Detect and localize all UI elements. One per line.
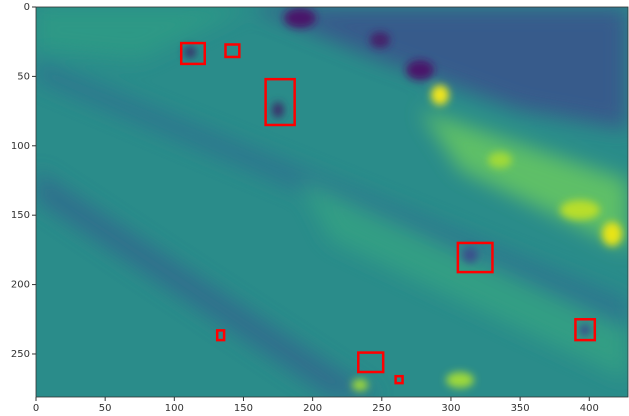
x-tick-label: 300 [441,403,460,414]
image [36,7,628,397]
x-tick-label: 150 [234,403,253,414]
x-tick-label: 400 [580,403,599,414]
y-tick-label: 150 [11,210,30,221]
x-tick-label: 350 [511,403,530,414]
x-tick-label: 200 [303,403,322,414]
y-tick-label: 50 [17,71,30,82]
x-tick-label: 0 [33,403,39,414]
x-tick-label: 250 [372,403,391,414]
x-tick-label: 100 [165,403,184,414]
x-tick-label: 50 [99,403,112,414]
chart: 0 50 100 150 200 250 300 350 400 0 50 100 150 200 250 [0,0,629,416]
y-tick-label: 250 [11,349,30,360]
y-tick-label: 200 [11,280,30,291]
y-tick-label: 0 [24,2,30,13]
y-tick-label: 100 [11,141,30,152]
